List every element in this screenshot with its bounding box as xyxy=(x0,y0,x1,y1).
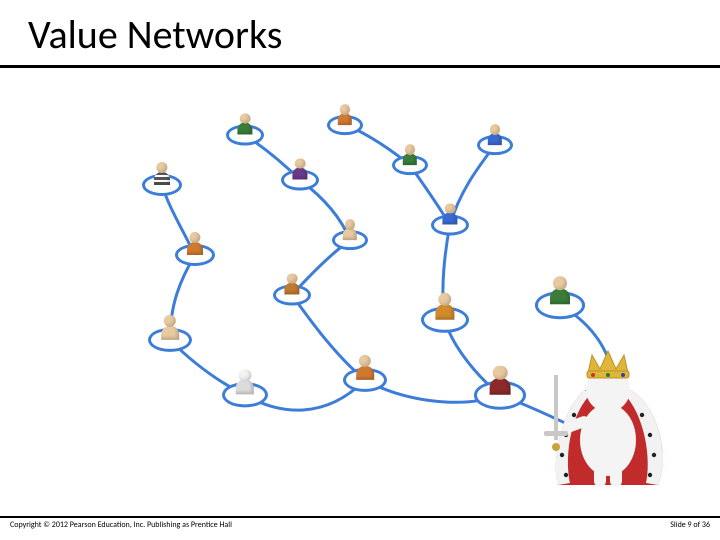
network-node xyxy=(535,291,585,319)
copyright-text: Copyright © 2012 Pearson Education, Inc.… xyxy=(10,520,232,530)
person-icon xyxy=(236,369,254,397)
person-icon xyxy=(490,365,511,396)
network-node xyxy=(148,328,192,352)
network-node xyxy=(474,381,526,410)
ermine-spot xyxy=(560,453,564,457)
network-node xyxy=(392,155,428,175)
crown-jewel xyxy=(606,373,610,377)
node-ring xyxy=(431,215,469,236)
ermine-spot xyxy=(648,473,652,477)
crown-jewel xyxy=(591,373,595,377)
person-icon xyxy=(435,293,454,322)
network-node xyxy=(327,115,363,135)
king-leg xyxy=(610,465,622,487)
sword-guard xyxy=(544,431,568,436)
node-ring xyxy=(175,244,215,266)
ermine-spot xyxy=(640,413,644,417)
node-ring xyxy=(343,368,387,392)
node-ring xyxy=(327,115,363,135)
node-ring xyxy=(142,174,182,196)
network-node xyxy=(431,215,469,236)
node-ring xyxy=(148,328,192,352)
node-ring xyxy=(226,125,264,146)
node-ring xyxy=(281,170,319,191)
person-icon xyxy=(284,273,299,296)
ermine-spot xyxy=(648,433,652,437)
crown-icon xyxy=(588,351,628,373)
person-icon xyxy=(338,105,352,127)
person-icon xyxy=(343,220,357,242)
slide-title: Value Networks xyxy=(28,10,282,59)
person-icon xyxy=(403,145,417,167)
network-diagram xyxy=(40,80,680,500)
network-node xyxy=(343,368,387,392)
footer: Copyright © 2012 Pearson Education, Inc.… xyxy=(0,518,720,534)
node-ring xyxy=(535,291,585,319)
network-node xyxy=(332,230,368,250)
person-icon xyxy=(187,232,203,256)
ermine-spot xyxy=(564,473,568,477)
sword-blade xyxy=(554,375,558,440)
network-node xyxy=(222,382,268,407)
person-icon xyxy=(488,125,502,147)
node-ring xyxy=(222,382,268,407)
person-icon xyxy=(154,162,170,186)
node-ring xyxy=(474,381,526,410)
king-figure xyxy=(530,335,690,505)
network-node xyxy=(477,135,513,155)
network-node xyxy=(175,244,215,266)
person-icon xyxy=(292,158,307,181)
king-icon xyxy=(530,335,720,540)
network-node xyxy=(273,285,311,306)
person-icon xyxy=(237,113,252,136)
ermine-spot xyxy=(652,453,656,457)
node-ring xyxy=(477,135,513,155)
node-ring xyxy=(421,307,469,333)
king-body xyxy=(580,404,636,476)
person-icon xyxy=(550,277,570,307)
network-node xyxy=(142,174,182,196)
slide-number: Slide 9 of 36 xyxy=(670,520,710,530)
node-ring xyxy=(273,285,311,306)
person-icon xyxy=(442,203,457,226)
king-leg xyxy=(594,465,606,487)
sword-pommel xyxy=(552,443,560,451)
node-ring xyxy=(332,230,368,250)
person-icon xyxy=(356,355,374,381)
ermine-spot xyxy=(572,413,576,417)
network-node xyxy=(281,170,319,191)
node-ring xyxy=(392,155,428,175)
slide: Value Networks Copyright © 2012 Pearson … xyxy=(0,0,720,540)
crown-jewel xyxy=(621,373,625,377)
title-rule xyxy=(0,65,720,68)
person-icon xyxy=(161,315,179,341)
network-node xyxy=(421,307,469,333)
network-node xyxy=(226,125,264,146)
